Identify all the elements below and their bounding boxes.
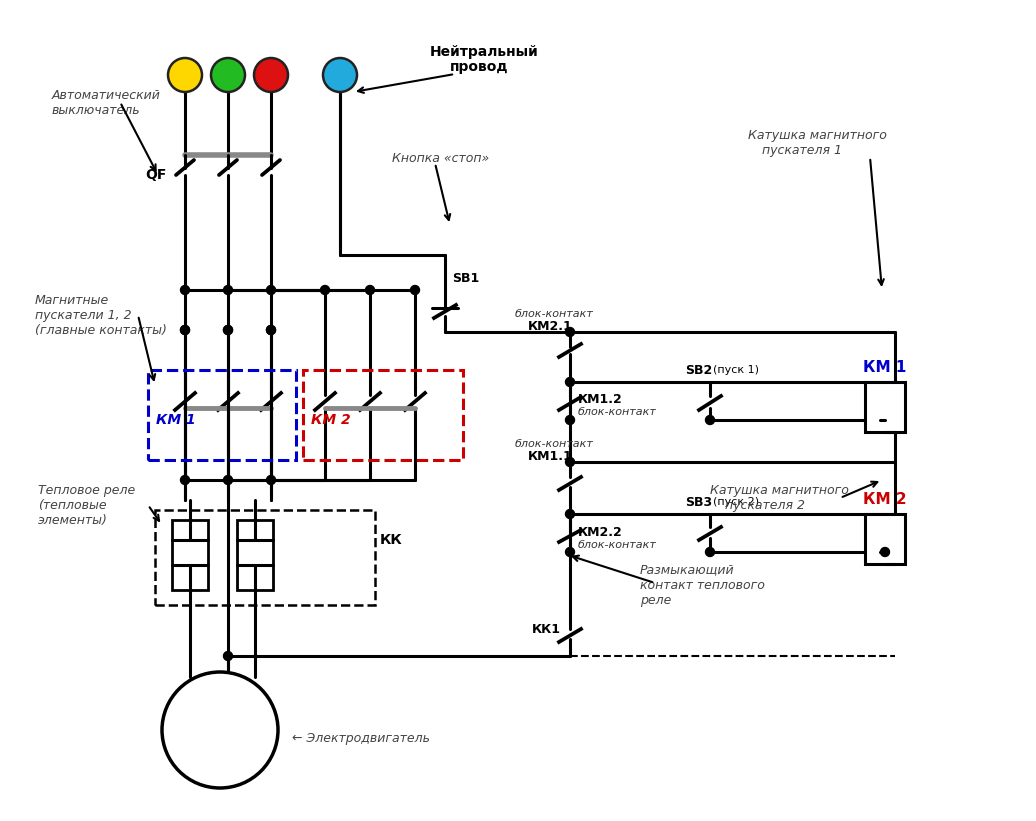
- Text: (тепловые: (тепловые: [38, 498, 107, 511]
- Circle shape: [566, 548, 575, 557]
- Text: пускатели 1, 2: пускатели 1, 2: [35, 309, 132, 322]
- Text: (пуск 1): (пуск 1): [713, 365, 759, 375]
- Text: A: A: [179, 68, 191, 82]
- Bar: [303, 370, 463, 460]
- Text: Катушка магнитного: Катушка магнитного: [748, 129, 887, 141]
- Text: блок-контакт: блок-контакт: [515, 309, 594, 319]
- Circle shape: [266, 325, 276, 334]
- Circle shape: [168, 58, 202, 92]
- Circle shape: [706, 548, 715, 557]
- Text: QF: QF: [146, 168, 167, 182]
- Text: КМ 1: КМ 1: [863, 360, 906, 374]
- Circle shape: [366, 286, 374, 295]
- Text: блок-контакт: блок-контакт: [515, 439, 594, 449]
- Text: пускателя 2: пускателя 2: [725, 498, 805, 511]
- Text: блок-контакт: блок-контакт: [578, 407, 657, 417]
- Text: КМ 1: КМ 1: [156, 413, 196, 427]
- Text: КМ1.2: КМ1.2: [578, 392, 623, 406]
- Circle shape: [224, 475, 232, 484]
- Circle shape: [881, 548, 890, 557]
- Circle shape: [266, 286, 276, 295]
- Text: Автоматический: Автоматический: [52, 89, 161, 102]
- Circle shape: [566, 457, 575, 466]
- Text: SB2: SB2: [685, 364, 713, 377]
- Text: SB1: SB1: [452, 272, 480, 285]
- Text: Тепловое реле: Тепловое реле: [38, 484, 136, 497]
- Bar: [148, 370, 296, 460]
- Bar: [865, 382, 905, 432]
- Bar: [172, 520, 208, 590]
- Text: Катушка магнитного: Катушка магнитного: [710, 484, 848, 497]
- Circle shape: [320, 286, 329, 295]
- Text: (главные контакты): (главные контакты): [35, 323, 167, 337]
- Text: элементы): элементы): [38, 513, 108, 526]
- Circle shape: [566, 328, 575, 337]
- Bar: [865, 514, 905, 564]
- Circle shape: [566, 510, 575, 519]
- Text: ← Электродвигатель: ← Электродвигатель: [292, 732, 430, 745]
- Text: КМ 2: КМ 2: [311, 413, 350, 427]
- Text: КМ2.2: КМ2.2: [578, 525, 623, 539]
- Circle shape: [180, 286, 190, 295]
- Text: Кнопка «стоп»: Кнопка «стоп»: [392, 152, 489, 164]
- Circle shape: [566, 415, 575, 424]
- Text: выключатель: выключатель: [52, 103, 141, 117]
- Circle shape: [180, 475, 190, 484]
- Text: C: C: [266, 68, 277, 82]
- Text: М: М: [206, 716, 234, 744]
- Circle shape: [566, 378, 575, 387]
- Circle shape: [323, 58, 357, 92]
- Text: провод: провод: [450, 60, 509, 74]
- Text: реле: реле: [640, 594, 671, 607]
- Circle shape: [180, 325, 190, 334]
- Circle shape: [224, 325, 232, 334]
- Text: КК1: КК1: [533, 622, 562, 635]
- Text: контакт теплового: контакт теплового: [640, 579, 765, 591]
- Circle shape: [180, 325, 190, 334]
- Circle shape: [211, 58, 244, 92]
- Text: SB3: SB3: [685, 496, 712, 508]
- Circle shape: [224, 286, 232, 295]
- Text: B: B: [223, 68, 233, 82]
- Text: КК: КК: [380, 533, 403, 547]
- Text: пускателя 1: пускателя 1: [762, 144, 842, 157]
- Bar: [155, 510, 375, 605]
- Circle shape: [224, 652, 232, 661]
- Text: КМ2.1: КМ2.1: [528, 319, 573, 333]
- Text: Нейтральный: Нейтральный: [430, 45, 539, 59]
- Text: Размыкающий: Размыкающий: [640, 563, 735, 576]
- Circle shape: [706, 415, 715, 424]
- Bar: [237, 520, 274, 590]
- Text: (пуск 2): (пуск 2): [713, 497, 759, 507]
- Text: блок-контакт: блок-контакт: [578, 540, 657, 550]
- Text: N: N: [335, 68, 346, 82]
- Text: КМ 2: КМ 2: [863, 492, 906, 507]
- Circle shape: [266, 325, 276, 334]
- Circle shape: [162, 672, 278, 788]
- Circle shape: [266, 475, 276, 484]
- Text: Магнитные: Магнитные: [35, 293, 109, 306]
- Text: КМ1.1: КМ1.1: [528, 450, 573, 462]
- Circle shape: [224, 325, 232, 334]
- Circle shape: [254, 58, 288, 92]
- Circle shape: [410, 286, 420, 295]
